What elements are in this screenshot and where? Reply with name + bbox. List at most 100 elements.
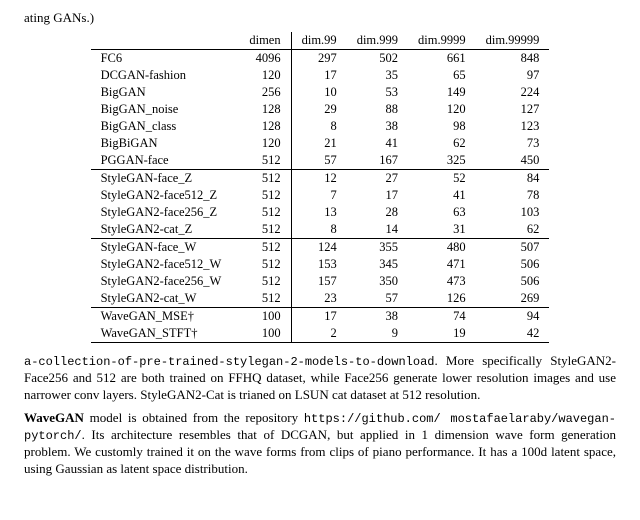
- cell-d9999: 325: [408, 152, 476, 170]
- table-row: FC64096297502661848: [91, 50, 550, 68]
- cell-d999: 17: [347, 187, 408, 204]
- table-row: BigGAN_noise1282988120127: [91, 101, 550, 118]
- cell-d9999: 149: [408, 84, 476, 101]
- cell-dimen: 512: [239, 187, 291, 204]
- cell-d9999: 65: [408, 67, 476, 84]
- cell-d99: 124: [291, 239, 347, 257]
- cell-d9999: 63: [408, 204, 476, 221]
- lead-wavegan: WaveGAN: [24, 410, 84, 425]
- cell-name: WaveGAN_MSE†: [91, 308, 240, 326]
- para-wavegan-a: model is obtained from the repository: [84, 410, 304, 425]
- cell-d9999: 473: [408, 273, 476, 290]
- cell-name: StyleGAN2-face512_Z: [91, 187, 240, 204]
- cell-d9999: 31: [408, 221, 476, 239]
- cell-dimen: 512: [239, 239, 291, 257]
- cell-name: StyleGAN2-face512_W: [91, 256, 240, 273]
- cell-d99999: 269: [476, 290, 550, 308]
- cell-d999: 14: [347, 221, 408, 239]
- cell-name: StyleGAN2-face256_Z: [91, 204, 240, 221]
- col-name: [91, 32, 240, 50]
- col-d999: dim.999: [347, 32, 408, 50]
- cell-dimen: 512: [239, 256, 291, 273]
- table-row: StyleGAN2-face256_W512157350473506: [91, 273, 550, 290]
- cell-dimen: 120: [239, 67, 291, 84]
- cell-d9999: 471: [408, 256, 476, 273]
- cell-d9999: 62: [408, 135, 476, 152]
- cell-dimen: 128: [239, 118, 291, 135]
- cell-name: BigGAN_noise: [91, 101, 240, 118]
- cell-d99999: 42: [476, 325, 550, 343]
- cell-d99: 8: [291, 118, 347, 135]
- cell-d99: 21: [291, 135, 347, 152]
- cell-name: StyleGAN2-face256_W: [91, 273, 240, 290]
- cell-d999: 167: [347, 152, 408, 170]
- cell-d999: 38: [347, 308, 408, 326]
- cell-d9999: 120: [408, 101, 476, 118]
- table-row: BigGAN2561053149224: [91, 84, 550, 101]
- cell-d999: 350: [347, 273, 408, 290]
- cell-name: PGGAN-face: [91, 152, 240, 170]
- table-row: StyleGAN2-cat_Z5128143162: [91, 221, 550, 239]
- cell-dimen: 512: [239, 221, 291, 239]
- results-table: dimen dim.99 dim.999 dim.9999 dim.99999 …: [91, 32, 550, 343]
- para-wavegan-b: . Its architecture resembles that of DCG…: [24, 427, 616, 476]
- cell-dimen: 100: [239, 325, 291, 343]
- cell-d999: 9: [347, 325, 408, 343]
- cell-d99: 157: [291, 273, 347, 290]
- cell-d99999: 123: [476, 118, 550, 135]
- cell-d99999: 848: [476, 50, 550, 68]
- cell-d999: 38: [347, 118, 408, 135]
- cell-d999: 355: [347, 239, 408, 257]
- cell-d9999: 19: [408, 325, 476, 343]
- cell-d99: 29: [291, 101, 347, 118]
- cell-dimen: 120: [239, 135, 291, 152]
- cell-d999: 27: [347, 170, 408, 188]
- para-wavegan: WaveGAN model is obtained from the repos…: [24, 410, 616, 478]
- cell-d99999: 94: [476, 308, 550, 326]
- cell-d9999: 126: [408, 290, 476, 308]
- table-row: StyleGAN-face_W512124355480507: [91, 239, 550, 257]
- table-row: WaveGAN_STFT†100291942: [91, 325, 550, 343]
- cell-dimen: 4096: [239, 50, 291, 68]
- cell-dimen: 512: [239, 170, 291, 188]
- cell-d9999: 480: [408, 239, 476, 257]
- cell-d99: 13: [291, 204, 347, 221]
- cell-d99999: 127: [476, 101, 550, 118]
- cell-name: FC6: [91, 50, 240, 68]
- cell-name: BigGAN: [91, 84, 240, 101]
- cell-d99: 17: [291, 67, 347, 84]
- cell-d99999: 97: [476, 67, 550, 84]
- cell-d999: 502: [347, 50, 408, 68]
- table-row: BigBiGAN12021416273: [91, 135, 550, 152]
- cell-d99999: 62: [476, 221, 550, 239]
- cell-d99999: 506: [476, 256, 550, 273]
- cell-d99999: 224: [476, 84, 550, 101]
- col-dimen: dimen: [239, 32, 291, 50]
- mono-url-1: a-collection-of-pre-trained-stylegan-2-m…: [24, 355, 434, 369]
- cell-name: StyleGAN2-cat_Z: [91, 221, 240, 239]
- table-row: StyleGAN2-face512_Z5127174178: [91, 187, 550, 204]
- cell-dimen: 100: [239, 308, 291, 326]
- cell-d9999: 661: [408, 50, 476, 68]
- col-d99999: dim.99999: [476, 32, 550, 50]
- cell-d99: 2: [291, 325, 347, 343]
- table-row: DCGAN-fashion12017356597: [91, 67, 550, 84]
- cell-d999: 345: [347, 256, 408, 273]
- col-d99: dim.99: [291, 32, 347, 50]
- cell-d999: 88: [347, 101, 408, 118]
- cell-d9999: 52: [408, 170, 476, 188]
- cell-dimen: 512: [239, 204, 291, 221]
- cell-d99999: 78: [476, 187, 550, 204]
- cell-name: BigGAN_class: [91, 118, 240, 135]
- table-row: PGGAN-face51257167325450: [91, 152, 550, 170]
- cell-dimen: 256: [239, 84, 291, 101]
- cell-name: BigBiGAN: [91, 135, 240, 152]
- table-row: StyleGAN2-face256_Z512132863103: [91, 204, 550, 221]
- cell-d9999: 41: [408, 187, 476, 204]
- cell-name: StyleGAN-face_Z: [91, 170, 240, 188]
- cell-d9999: 74: [408, 308, 476, 326]
- cell-dimen: 512: [239, 152, 291, 170]
- para-stylegan: a-collection-of-pre-trained-stylegan-2-m…: [24, 353, 616, 404]
- cell-dimen: 128: [239, 101, 291, 118]
- cell-d99999: 103: [476, 204, 550, 221]
